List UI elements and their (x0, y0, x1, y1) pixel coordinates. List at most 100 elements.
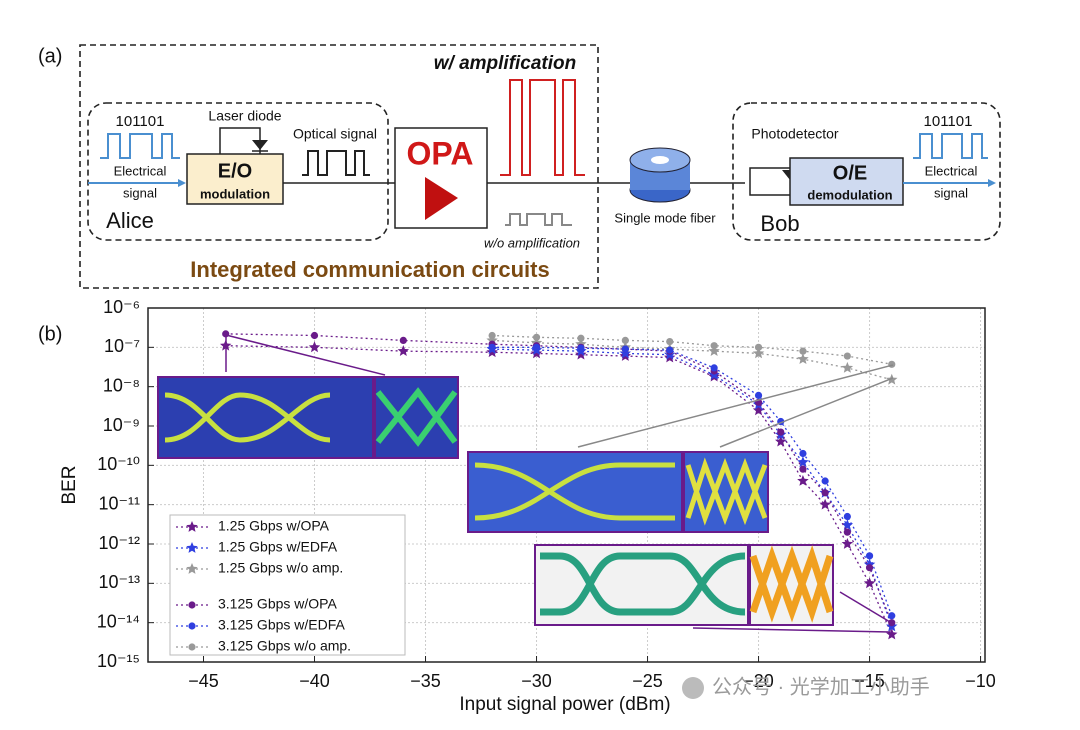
marker (188, 643, 196, 651)
eo-box (186, 153, 284, 205)
marker (532, 343, 541, 351)
plot-frame (147, 307, 986, 663)
bits: 101101 (924, 113, 973, 130)
y-tick-label: 10⁻⁷ (104, 336, 140, 356)
marker (841, 361, 854, 373)
bob-box (732, 102, 1001, 241)
y-tick-label: 10⁻¹³ (98, 572, 140, 592)
y-tick-label: 10⁻⁶ (103, 297, 140, 317)
marker (575, 348, 587, 360)
legend-box (169, 514, 406, 656)
electrical-label: Electrical (114, 163, 167, 178)
legend-label: 3.125 Gbps w/EDFA (218, 617, 346, 633)
bits: 101101 (116, 113, 165, 130)
photodetector-label: Photodetector (751, 126, 839, 142)
legend-label: 1.25 Gbps w/EDFA (218, 539, 338, 555)
x-tick-label: −15 (854, 671, 885, 691)
marker (188, 601, 196, 609)
fiber-label: Single mode fiber (614, 210, 716, 225)
opa-box (394, 127, 488, 229)
marker (619, 347, 631, 359)
legend: 1.25 Gbps w/OPA 1.25 Gbps w/EDFA 1.25 Gbps… (176, 518, 351, 654)
watermark: 公众号 · 光学加工小助手 (712, 675, 930, 698)
marker (666, 346, 674, 354)
opa-label: OPA (407, 135, 474, 171)
y-tick-label: 10⁻¹² (98, 533, 140, 553)
marker (710, 364, 718, 372)
optical-wave (302, 150, 370, 176)
circuits-label: Integrated communication circuits (190, 257, 549, 282)
marker (186, 521, 198, 532)
marker (888, 619, 896, 627)
marker (888, 612, 896, 620)
watermark-icon (682, 677, 704, 699)
x-tick-label: −30 (521, 671, 552, 691)
bob-label: Bob (760, 211, 799, 236)
inset-arrows (225, 334, 894, 633)
legend-label: 3.125 Gbps w/OPA (218, 596, 337, 612)
plot (220, 330, 898, 640)
eye-diagram (534, 544, 834, 626)
legend-label: 3.125 Gbps w/o amp. (218, 638, 351, 654)
marker (865, 552, 874, 560)
marker (752, 347, 765, 359)
marker (310, 331, 319, 340)
marker (488, 343, 496, 351)
series-line (492, 339, 892, 381)
alice-label: Alice (106, 208, 154, 233)
marker (308, 341, 321, 353)
marker (530, 347, 543, 359)
marker (843, 352, 851, 360)
electrical-wave (100, 133, 180, 159)
marker (532, 333, 541, 341)
marker (843, 512, 851, 521)
outer-box (79, 44, 599, 289)
marker (799, 449, 807, 458)
y-tick-label: 10⁻¹¹ (98, 493, 140, 513)
marker (863, 577, 876, 589)
legend-label: 1.25 Gbps w/OPA (218, 518, 330, 534)
marker (775, 435, 787, 447)
alice-box (87, 102, 389, 241)
marker (577, 334, 585, 342)
marker (488, 331, 496, 340)
pd-wire (749, 167, 790, 196)
marker (186, 563, 198, 574)
arrow-head (988, 179, 996, 187)
electrical-wave (913, 133, 988, 159)
marker (797, 456, 809, 468)
laser-diode (252, 140, 268, 150)
x-tick-label: −40 (299, 671, 330, 691)
marker (754, 391, 763, 399)
y-tick-label: 10⁻¹⁴ (97, 611, 140, 631)
marker (797, 353, 809, 364)
marker (865, 564, 874, 572)
marker (797, 475, 809, 486)
marker (186, 542, 198, 553)
marker (577, 344, 585, 352)
x-tick-label: −45 (188, 671, 219, 691)
marker (397, 345, 409, 356)
marker (752, 404, 765, 416)
marker (863, 558, 876, 570)
marker (710, 342, 718, 350)
electrical-label: signal (123, 185, 157, 200)
marker (819, 498, 831, 510)
x-tick-label: −35 (410, 671, 441, 691)
eye-insets (157, 334, 894, 633)
marker (666, 337, 674, 346)
amplifier-triangle (425, 177, 458, 220)
laser-label: Laser diode (208, 108, 281, 124)
marker (188, 622, 196, 630)
electrical-label: signal (934, 185, 968, 200)
series-line (492, 334, 892, 365)
marker (399, 336, 407, 345)
y-tick-label: 10⁻¹⁵ (97, 651, 140, 671)
x-axis-label: Input signal power (dBm) (459, 694, 670, 715)
marker (821, 489, 829, 497)
oe-label: O/E (833, 162, 867, 184)
marker (821, 477, 829, 485)
marker (621, 345, 629, 353)
marker (888, 360, 896, 368)
